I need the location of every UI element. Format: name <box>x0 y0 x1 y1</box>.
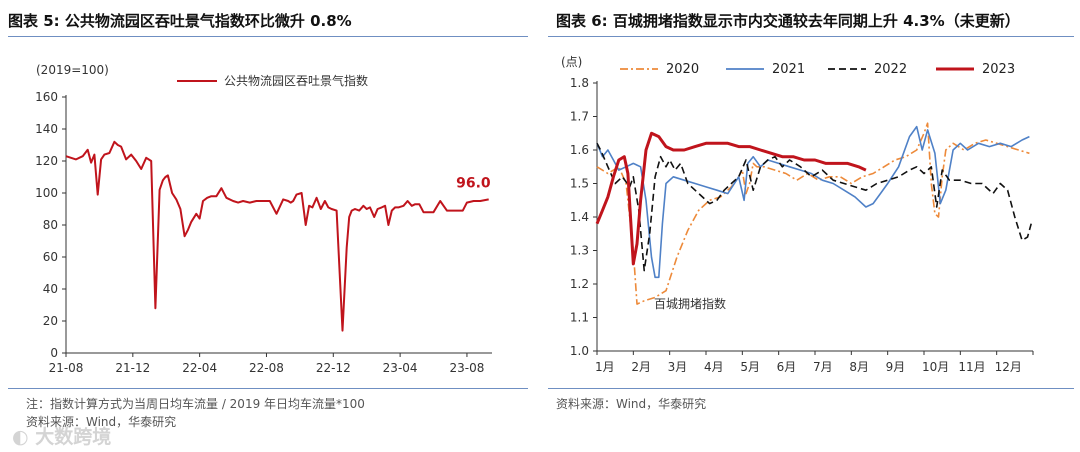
y-tick-label: 120 <box>35 154 58 168</box>
y-tick-label: 1.0 <box>570 344 589 358</box>
x-tick-label: 22-08 <box>249 361 284 375</box>
right-figure-title: 图表 6: 百城拥堵指数显示市内交通较去年同期上升 4.3%（未更新） <box>556 12 1020 30</box>
series-line-2023 <box>595 131 867 266</box>
legend-label: 公共物流园区吞吐景气指数 <box>224 73 368 88</box>
y-tick-label: 1.4 <box>570 210 589 224</box>
left-title-rule <box>8 36 528 37</box>
y-tick-label: 1.3 <box>570 244 589 258</box>
x-tick-label: 21-12 <box>115 361 150 375</box>
y-tick-label: 1.5 <box>570 177 589 191</box>
y-tick-label: 40 <box>43 282 58 296</box>
x-tick-label: 1月 <box>595 360 615 374</box>
right-source: 资料来源：Wind，华泰研究 <box>556 397 707 411</box>
y-tick-label: 1.1 <box>570 311 589 325</box>
y-tick-label: 20 <box>43 314 58 328</box>
right-title-rule <box>548 36 1074 37</box>
x-tick-label: 22-04 <box>182 361 217 375</box>
right-footer-rule <box>548 388 1074 389</box>
series-annotation: 百城拥堵指数 <box>654 296 726 311</box>
y-tick-label: 1.2 <box>570 277 589 291</box>
legend-label-2021: 2021 <box>772 62 805 77</box>
x-tick-label: 5月 <box>740 360 760 374</box>
x-tick-label: 7月 <box>813 360 833 374</box>
x-tick-label: 23-08 <box>450 361 485 375</box>
x-tick-label: 2月 <box>631 360 651 374</box>
x-tick-label: 11月 <box>958 360 985 374</box>
series-line-2020 <box>596 122 1030 305</box>
legend-label-2022: 2022 <box>874 62 907 77</box>
x-tick-label: 6月 <box>777 360 797 374</box>
y-tick-label: 1.6 <box>570 143 589 157</box>
logistics-index-line <box>65 140 489 332</box>
y-axis-unit: (2019=100) <box>36 63 109 77</box>
y-tick-label: 0 <box>50 346 58 360</box>
y-tick-label: 1.7 <box>570 110 589 124</box>
x-tick-label: 8月 <box>849 360 869 374</box>
left-note: 注：指数计算方式为当周日均车流量 / 2019 年日均车流量*100 <box>26 397 365 411</box>
y-tick-label: 140 <box>35 122 58 136</box>
x-tick-label: 23-04 <box>383 361 418 375</box>
logistics-index-chart: (2019=100) 0 20 40 60 80 100 120 140 160 21-08 21-1… <box>35 63 492 375</box>
series-line-2022 <box>596 142 1032 272</box>
x-tick-label: 9月 <box>886 360 906 374</box>
watermark-logo: ◐ 大数跨境 <box>12 426 112 448</box>
x-tick-label: 21-08 <box>49 361 84 375</box>
y-tick-label: 80 <box>43 218 58 232</box>
series-line-2021 <box>596 125 1030 279</box>
last-value-label: 96.0 <box>456 175 491 191</box>
x-tick-label: 3月 <box>668 360 688 374</box>
y-tick-label: 100 <box>35 186 58 200</box>
y-tick-label: 160 <box>35 90 58 104</box>
y-axis-unit: (点) <box>561 55 582 69</box>
y-tick-label: 60 <box>43 250 58 264</box>
y-tick-label: 1.8 <box>570 76 589 90</box>
x-tick-label: 22-12 <box>316 361 351 375</box>
x-tick-label: 10月 <box>922 360 949 374</box>
x-tick-label: 4月 <box>704 360 724 374</box>
legend-label-2023: 2023 <box>982 62 1015 77</box>
left-figure-title: 图表 5: 公共物流园区吞吐景气指数环比微升 0.8% <box>8 12 352 30</box>
congestion-index-chart: (点) 1.0 1.1 1.2 1.3 1.4 1.5 1.6 1.7 1.8 1月 2月 3月 4月 5月… <box>561 55 1034 374</box>
left-source: 资料来源：Wind，华泰研究 <box>26 415 177 429</box>
x-tick-label: 12月 <box>995 360 1022 374</box>
left-footer-rule <box>8 388 528 389</box>
legend-label-2020: 2020 <box>666 62 699 77</box>
